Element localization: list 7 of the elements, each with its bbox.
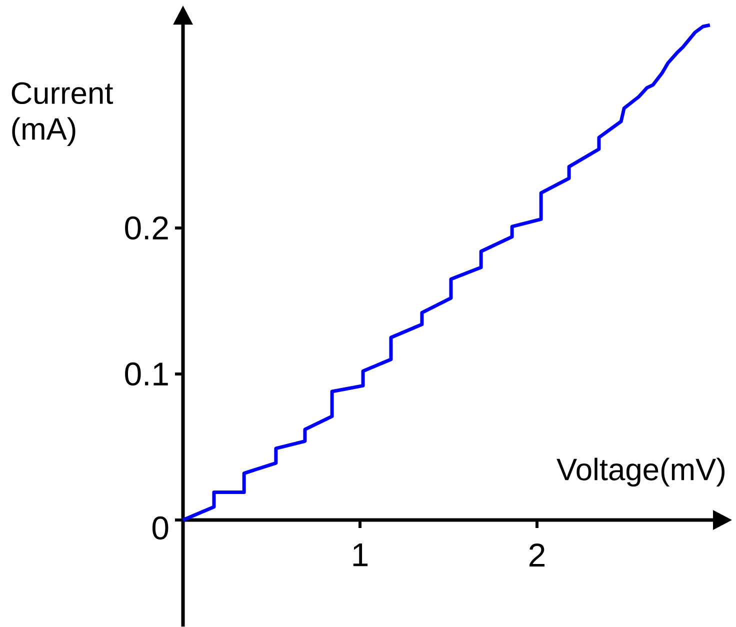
x-tick-label: 2	[530, 544, 544, 566]
x-axis-title: Voltage(mV)	[556, 458, 724, 487]
x-tick-label: 1	[353, 544, 368, 566]
y-tick-label: 0	[152, 516, 168, 540]
y-axis-title: Current (mA)	[12, 82, 114, 146]
y-tick-label: 0.2	[125, 216, 168, 240]
y-tick-label: 0.1	[125, 362, 168, 386]
